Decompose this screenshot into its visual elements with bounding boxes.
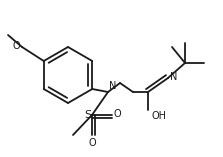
Text: O: O — [12, 41, 20, 51]
Text: S: S — [84, 110, 91, 120]
Text: O: O — [114, 109, 122, 119]
Text: N: N — [109, 81, 116, 91]
Text: N: N — [170, 72, 177, 82]
Text: OH: OH — [151, 111, 166, 121]
Text: O: O — [88, 138, 96, 148]
